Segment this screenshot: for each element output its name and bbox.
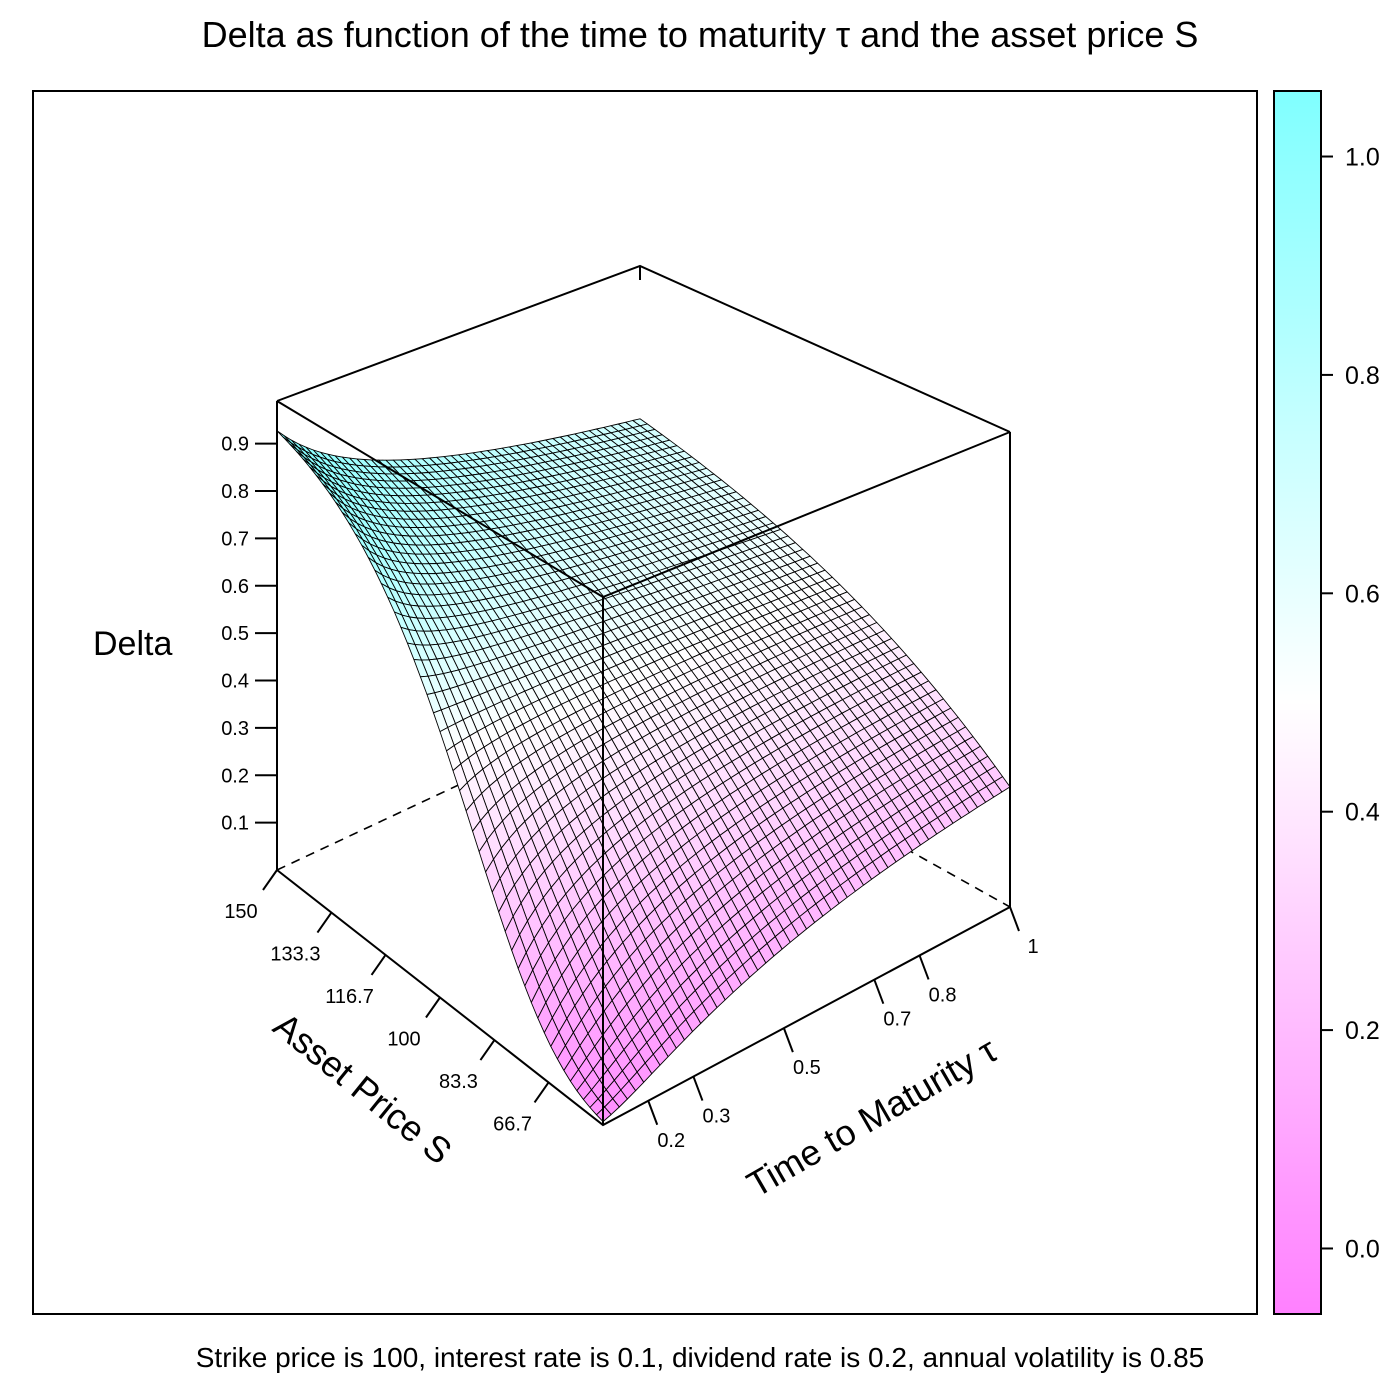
- s-tick-mark: [533, 1081, 550, 1103]
- s-axis-label: Asset Price S: [266, 1004, 460, 1172]
- tau-tick-mark: [918, 955, 930, 980]
- tau-tick-mark: [873, 979, 885, 1005]
- s-tick-label: 66.7: [493, 1113, 532, 1135]
- tau-tick-label: 0.2: [657, 1130, 685, 1152]
- z-tick-label: 0.7: [221, 528, 249, 550]
- color-key-tick-label: 0.2: [1345, 1017, 1380, 1045]
- z-tick-label: 0.5: [221, 623, 249, 645]
- z-tick-label: 0.1: [221, 813, 249, 835]
- s-tick-label: 83.3: [439, 1071, 478, 1093]
- s-tick-label: 116.7: [325, 986, 374, 1008]
- box-top-back: [276, 264, 1011, 433]
- s-tick-mark: [425, 996, 441, 1019]
- tau-tick-label: 0.7: [883, 1009, 911, 1031]
- s-tick-label: 100: [387, 1029, 420, 1051]
- z-axis-label: Delta: [93, 625, 172, 663]
- tau-tick-label: 1: [1027, 936, 1038, 958]
- color-key-tick-label: 0.4: [1345, 799, 1380, 827]
- tau-tick-mark: [647, 1100, 659, 1126]
- tau-axis: 0.2 0.3 0.5 0.7 0.8 1: [647, 906, 1039, 1152]
- color-key: 0.0 0.2 0.4 0.6 0.8 1.0: [1273, 90, 1380, 1315]
- s-tick-mark: [316, 912, 333, 934]
- tau-tick-label: 0.8: [929, 984, 957, 1006]
- tau-tick-label: 0.3: [703, 1106, 731, 1128]
- color-key-tick-label: 0.0: [1345, 1235, 1380, 1263]
- chart-title: Delta as function of the time to maturit…: [201, 14, 1199, 55]
- panel-border: [32, 90, 1258, 1315]
- color-key-tick-label: 1.0: [1345, 144, 1380, 172]
- s-tick-label: 133.3: [270, 944, 320, 966]
- box-top-front-right: [602, 431, 1011, 598]
- color-key-tick-label: 0.8: [1345, 362, 1380, 390]
- z-tick-label: 0.6: [221, 576, 249, 598]
- color-key-tick-label: 0.6: [1345, 580, 1380, 608]
- z-tick-label: 0.8: [221, 481, 249, 503]
- s-tick-mark: [479, 1039, 496, 1061]
- z-axis: 0.1 0.2 0.3 0.4 0.5 0.6 0.7 0.8 0.9: [221, 434, 277, 835]
- tau-tick-mark: [1009, 906, 1020, 932]
- box-top-front-left: [276, 400, 604, 598]
- color-key-bar: [1273, 90, 1322, 1315]
- tau-tick-mark: [692, 1076, 704, 1101]
- z-tick-label: 0.3: [221, 718, 249, 740]
- tau-tick-mark: [782, 1027, 794, 1053]
- z-tick-label: 0.2: [221, 765, 249, 787]
- tau-tick-label: 0.5: [793, 1057, 821, 1079]
- chart-subtitle: Strike price is 100, interest rate is 0.…: [195, 1342, 1205, 1373]
- s-tick-mark: [370, 954, 387, 976]
- z-tick-label: 0.4: [221, 671, 249, 693]
- z-tick-label: 0.9: [221, 434, 249, 456]
- s-tick-mark: [262, 869, 278, 891]
- tau-axis-label: Time to Maturity τ: [740, 1029, 1004, 1205]
- color-key-ticks: 0.0 0.2 0.4 0.6 0.8 1.0: [1321, 144, 1380, 1263]
- surface-mesh: [276, 418, 1011, 1123]
- s-tick-label: 150: [224, 901, 257, 923]
